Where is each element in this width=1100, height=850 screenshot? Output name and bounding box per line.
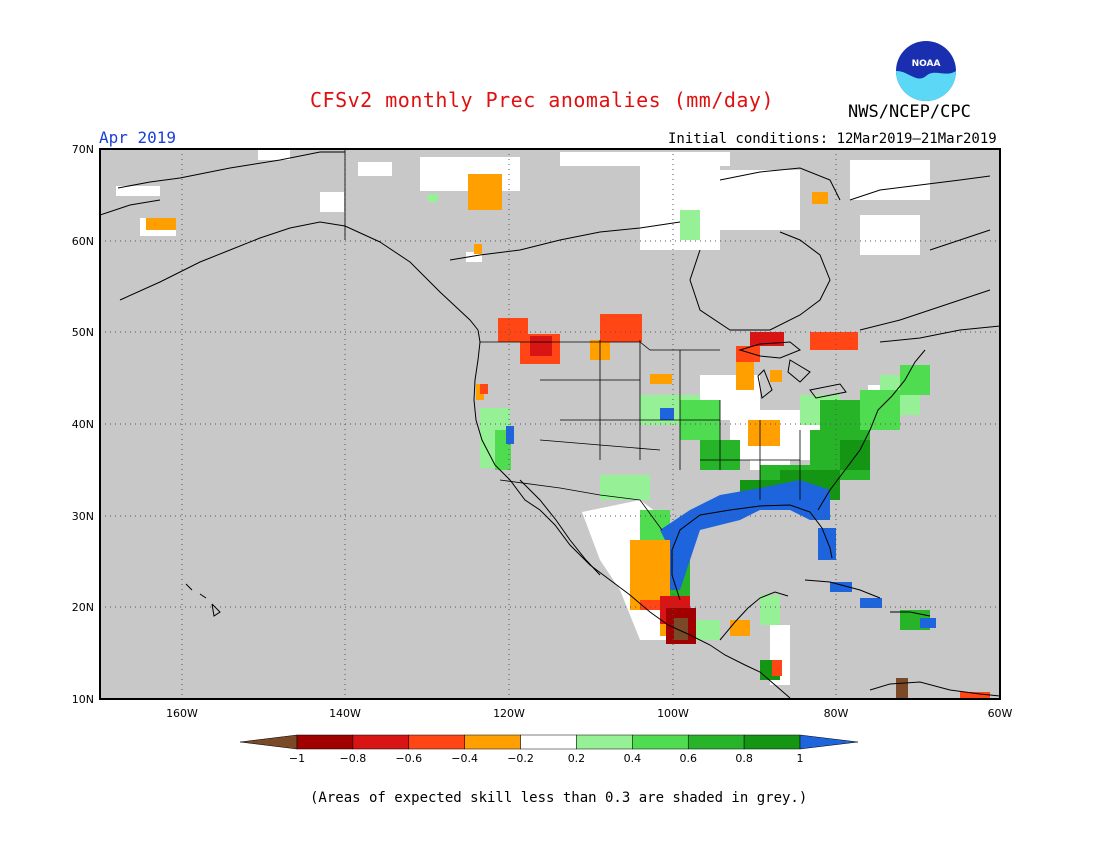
noaa-logo: NOAA	[896, 41, 956, 101]
colorbar-box	[352, 734, 410, 750]
lat-label: 10N	[72, 693, 94, 706]
colorbar-box	[576, 734, 633, 750]
coastlines	[100, 151, 1000, 699]
colorbar: −1 −0.8 −0.6 −0.4 −0.2 0.2 0.4 0.6 0.8 1	[239, 734, 859, 765]
colorbar-box	[520, 734, 577, 750]
lat-label: 50N	[72, 326, 94, 339]
colorbar-box	[464, 734, 521, 750]
chart-title: CFSv2 monthly Prec anomalies (mm/day)	[310, 88, 775, 112]
forecast-month: Apr 2019	[99, 128, 177, 147]
lon-label: 140W	[329, 707, 361, 720]
lon-label: 100W	[657, 707, 689, 720]
lat-label: 30N	[72, 510, 94, 523]
political-borders	[344, 149, 801, 531]
lon-label: 120W	[493, 707, 525, 720]
colorbar-tick-label: 0.8	[735, 752, 753, 765]
graticule	[100, 149, 1000, 699]
colorbar-box	[632, 734, 689, 750]
colorbar-low-arrow	[239, 734, 298, 750]
colorbar-tick-label: −1	[289, 752, 305, 765]
colorbar-tick-label: −0.2	[507, 752, 534, 765]
colorbar-box	[743, 734, 801, 750]
colorbar-tick-label: −0.8	[340, 752, 367, 765]
lon-label: 160W	[166, 707, 198, 720]
initial-conditions: Initial conditions: 12Mar2019–21Mar2019	[668, 131, 997, 147]
colorbar-box	[408, 734, 465, 750]
lat-label: 40N	[72, 418, 94, 431]
colorbar-box	[296, 734, 354, 750]
colorbar-high-arrow	[799, 734, 859, 750]
map-frame	[99, 148, 1001, 700]
colorbar-box	[687, 734, 745, 750]
lon-label: 60W	[988, 707, 1013, 720]
longitude-labels: 160W 140W 120W 100W 80W 60W	[166, 707, 1012, 720]
colorbar-tick-label: −0.6	[395, 752, 422, 765]
colorbar-tick-label: 0.2	[568, 752, 586, 765]
lat-label: 70N	[72, 143, 94, 156]
lon-label: 80W	[824, 707, 849, 720]
colorbar-tick-label: 1	[797, 752, 804, 765]
latitude-labels: 70N 60N 50N 40N 30N 20N 10N	[72, 143, 94, 706]
colorbar-tick-label: 0.4	[624, 752, 642, 765]
colorbar-tick-label: 0.6	[679, 752, 697, 765]
lat-label: 60N	[72, 235, 94, 248]
colorbar-labels: −1 −0.8 −0.6 −0.4 −0.2 0.2 0.4 0.6 0.8 1	[289, 752, 804, 765]
anomaly-above-1	[506, 408, 936, 628]
colorbar-tick-label: −0.4	[451, 752, 478, 765]
logo-text: NOAA	[912, 59, 941, 69]
lat-label: 20N	[72, 601, 94, 614]
organization-label: NWS/NCEP/CPC	[848, 102, 971, 122]
skill-caption: (Areas of expected skill less than 0.3 a…	[310, 790, 808, 806]
